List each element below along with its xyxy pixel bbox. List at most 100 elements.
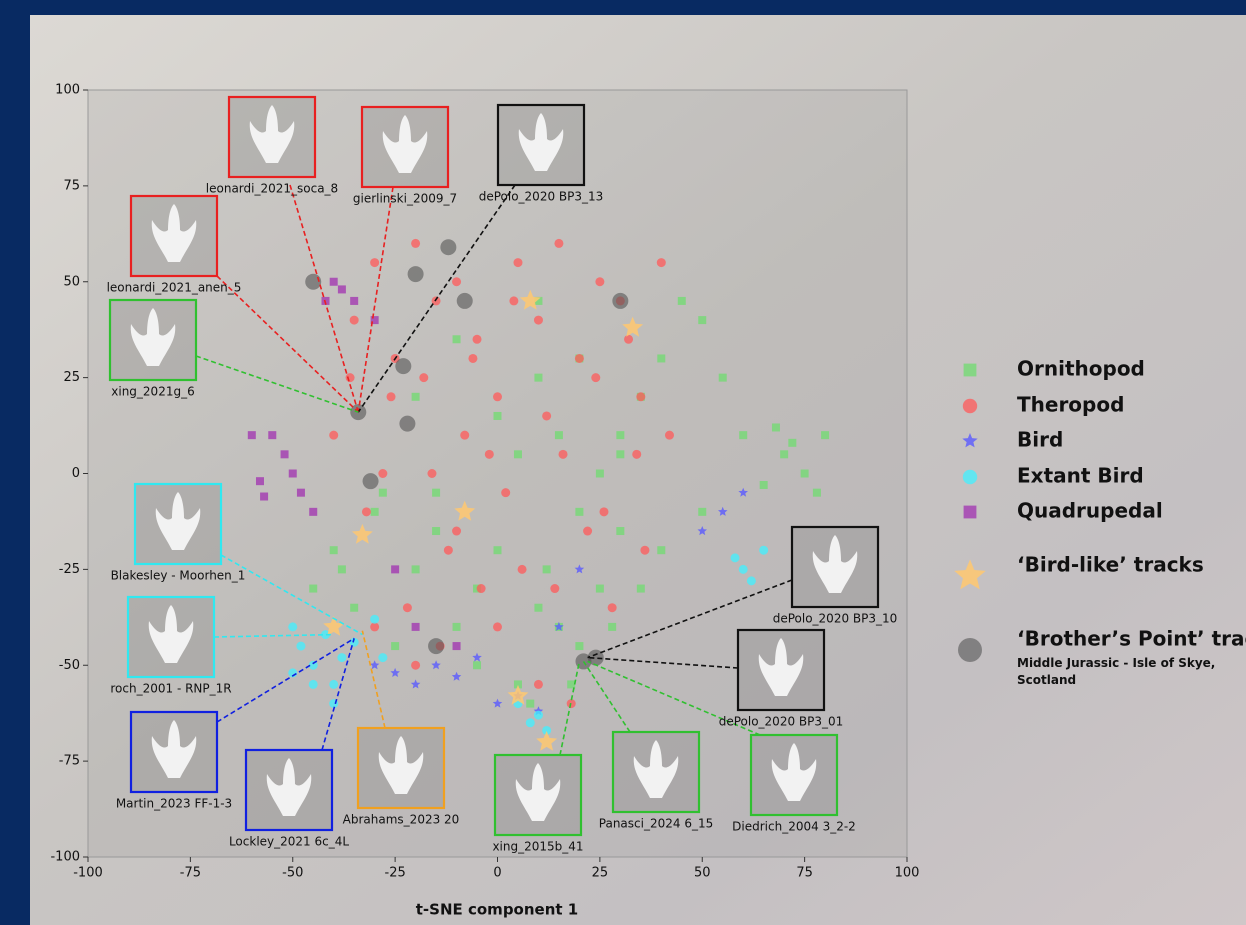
x-tick-label: 25 bbox=[592, 866, 609, 881]
point bbox=[543, 565, 551, 573]
point bbox=[350, 604, 358, 612]
point bbox=[453, 623, 461, 631]
point bbox=[379, 489, 387, 497]
y-tick-label: 25 bbox=[63, 370, 80, 385]
x-tick-label: -75 bbox=[180, 866, 201, 881]
point bbox=[657, 546, 665, 554]
point bbox=[338, 565, 346, 573]
point bbox=[378, 653, 387, 662]
point bbox=[477, 584, 486, 593]
point bbox=[616, 450, 624, 458]
point bbox=[411, 239, 420, 248]
point bbox=[813, 489, 821, 497]
point bbox=[534, 316, 543, 325]
point bbox=[595, 277, 604, 286]
y-tick-label: -25 bbox=[59, 562, 80, 577]
y-tick-label: 100 bbox=[55, 83, 80, 98]
point bbox=[554, 239, 563, 248]
point bbox=[408, 266, 424, 282]
point bbox=[473, 335, 482, 344]
point bbox=[575, 642, 583, 650]
point bbox=[281, 450, 289, 458]
point bbox=[678, 297, 686, 305]
point bbox=[338, 285, 346, 293]
point bbox=[395, 358, 411, 374]
point bbox=[788, 439, 796, 447]
point bbox=[288, 622, 297, 631]
point bbox=[309, 585, 317, 593]
y-tick-label: -50 bbox=[59, 658, 80, 673]
point bbox=[468, 354, 477, 363]
point bbox=[387, 392, 396, 401]
point bbox=[665, 431, 674, 440]
point bbox=[289, 470, 297, 478]
point bbox=[350, 297, 358, 305]
point bbox=[616, 431, 624, 439]
point bbox=[534, 680, 543, 689]
annotation-label: xing_2021g_6 bbox=[111, 385, 194, 399]
x-tick-label: -25 bbox=[385, 866, 406, 881]
point bbox=[370, 258, 379, 267]
point bbox=[457, 293, 473, 309]
legend-label: Extant Bird bbox=[1017, 464, 1144, 488]
point bbox=[309, 680, 318, 689]
annotation-label: Panasci_2024 6_15 bbox=[599, 817, 713, 831]
annotation-label: dePolo_2020 BP3_13 bbox=[479, 190, 604, 204]
point bbox=[329, 431, 338, 440]
legend-marker bbox=[958, 638, 982, 662]
point bbox=[330, 278, 338, 286]
point bbox=[350, 316, 359, 325]
chart: leonardi_2021_soca_8gierlinski_2009_7deP… bbox=[0, 0, 1246, 925]
point bbox=[427, 469, 436, 478]
annotation-label: leonardi_2021_soca_8 bbox=[206, 182, 338, 196]
point bbox=[260, 493, 268, 501]
point bbox=[370, 615, 379, 624]
point bbox=[575, 354, 584, 363]
point bbox=[296, 642, 305, 651]
point bbox=[567, 680, 575, 688]
point bbox=[772, 423, 780, 431]
x-tick-label: 100 bbox=[895, 866, 920, 881]
legend-label: ‘Bird-like’ tracks bbox=[1017, 553, 1204, 577]
point bbox=[391, 565, 399, 573]
point bbox=[550, 584, 559, 593]
point bbox=[542, 411, 551, 420]
point bbox=[698, 316, 706, 324]
point bbox=[485, 450, 494, 459]
point bbox=[759, 546, 768, 555]
point bbox=[256, 477, 264, 485]
point bbox=[509, 296, 518, 305]
point bbox=[412, 623, 420, 631]
point bbox=[453, 335, 461, 343]
point bbox=[399, 416, 415, 432]
legend-marker bbox=[964, 506, 977, 519]
x-tick-label: 50 bbox=[694, 866, 711, 881]
point bbox=[494, 546, 502, 554]
point bbox=[616, 527, 624, 535]
point bbox=[363, 473, 379, 489]
point bbox=[534, 604, 542, 612]
point bbox=[526, 718, 535, 727]
point bbox=[780, 450, 788, 458]
point bbox=[731, 553, 740, 562]
point bbox=[555, 431, 563, 439]
point bbox=[599, 507, 608, 516]
annotation-label: Abrahams_2023 20 bbox=[343, 813, 460, 827]
annotation-label: leonardi_2021_anen_5 bbox=[107, 281, 242, 295]
point bbox=[309, 508, 317, 516]
point bbox=[493, 392, 502, 401]
y-tick-label: 50 bbox=[63, 274, 80, 289]
point bbox=[378, 469, 387, 478]
y-tick-label: 0 bbox=[72, 466, 80, 481]
point bbox=[518, 565, 527, 574]
point bbox=[440, 239, 456, 255]
point bbox=[513, 258, 522, 267]
annotation-label: Martin_2023 FF-1-3 bbox=[116, 797, 232, 811]
point bbox=[419, 373, 428, 382]
point bbox=[801, 470, 809, 478]
point bbox=[452, 527, 461, 536]
point bbox=[473, 661, 481, 669]
point bbox=[337, 653, 346, 662]
point bbox=[329, 680, 338, 689]
point bbox=[632, 450, 641, 459]
